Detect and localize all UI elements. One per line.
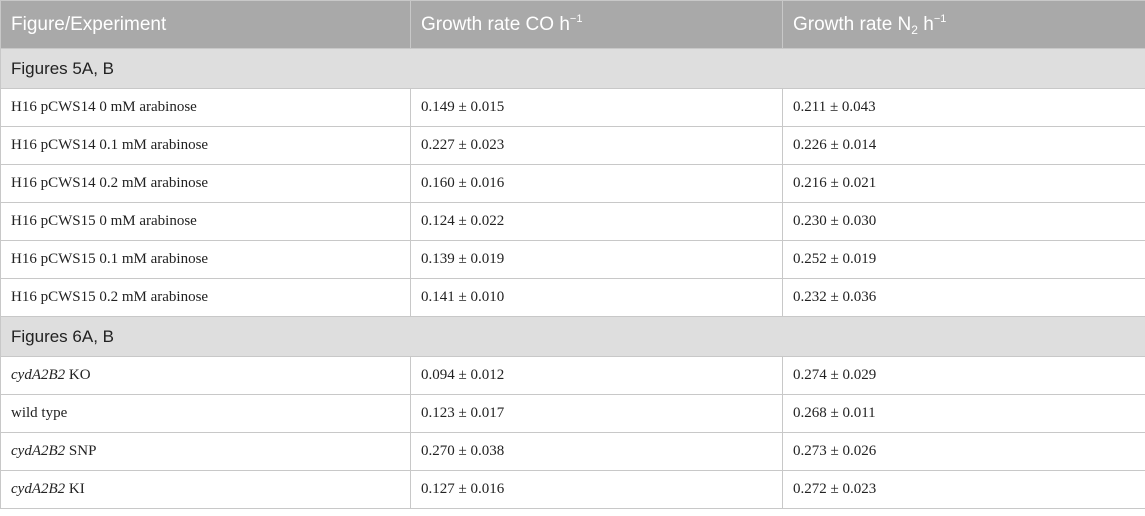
header-growth-rate-n2: Growth rate N2 h−1 xyxy=(782,0,1145,49)
experiment-cell: cydA2B2 SNP xyxy=(0,432,411,471)
co-growth-rate-cell: 0.094 ± 0.012 xyxy=(410,356,783,395)
experiment-cell: H16 pCWS15 0.1 mM arabinose xyxy=(0,240,411,279)
table-row: cydA2B2 KI 0.127 ± 0.016 0.272 ± 0.023 xyxy=(0,470,1145,509)
table-row: H16 pCWS15 0 mM arabinose 0.124 ± 0.022 0.… xyxy=(0,202,1145,241)
experiment-label: SNP xyxy=(65,443,97,459)
table-row: H16 pCWS14 0 mM arabinose 0.149 ± 0.015 0.… xyxy=(0,88,1145,127)
experiment-label: wild type xyxy=(11,405,68,421)
co-growth-rate-cell: 0.139 ± 0.019 xyxy=(410,240,783,279)
n2-growth-rate-cell: 0.232 ± 0.036 xyxy=(782,278,1145,317)
header-figure-experiment: Figure/Experiment xyxy=(0,0,411,49)
n2-growth-rate-cell: 0.211 ± 0.043 xyxy=(782,88,1145,127)
section-row: Figures 6A, B xyxy=(0,316,1145,357)
table-row: H16 pCWS15 0.2 mM arabinose 0.141 ± 0.010… xyxy=(0,278,1145,317)
experiment-label: H16 pCWS14 0.2 mM arabinose xyxy=(11,175,209,191)
table-row: H16 pCWS14 0.2 mM arabinose 0.160 ± 0.016… xyxy=(0,164,1145,203)
experiment-cell: H16 pCWS14 0.2 mM arabinose xyxy=(0,164,411,203)
table-row: H16 pCWS15 0.1 mM arabinose 0.139 ± 0.019… xyxy=(0,240,1145,279)
table-row: cydA2B2 KO 0.094 ± 0.012 0.274 ± 0.029 xyxy=(0,356,1145,395)
experiment-label: H16 pCWS14 0 mM arabinose xyxy=(11,99,197,115)
experiment-cell: H16 pCWS15 0.2 mM arabinose xyxy=(0,278,411,317)
table-row: wild type 0.123 ± 0.017 0.268 ± 0.011 xyxy=(0,394,1145,433)
experiment-label: H16 pCWS15 0 mM arabinose xyxy=(11,213,197,229)
strain-name-italic: cydA2B2 xyxy=(11,367,66,383)
co-growth-rate-cell: 0.127 ± 0.016 xyxy=(410,470,783,509)
experiment-label: H16 pCWS15 0.1 mM arabinose xyxy=(11,251,209,267)
experiment-cell: H16 pCWS14 0 mM arabinose xyxy=(0,88,411,127)
experiment-label: KI xyxy=(65,481,85,497)
co-growth-rate-cell: 0.123 ± 0.017 xyxy=(410,394,783,433)
experiment-cell: H16 pCWS15 0 mM arabinose xyxy=(0,202,411,241)
header-row: Figure/Experiment Growth rate CO h−1 Gro… xyxy=(0,0,1145,49)
co-growth-rate-cell: 0.270 ± 0.038 xyxy=(410,432,783,471)
section-row: Figures 5A, B xyxy=(0,48,1145,89)
experiment-label: H16 pCWS14 0.1 mM arabinose xyxy=(11,137,209,153)
n2-growth-rate-cell: 0.272 ± 0.023 xyxy=(782,470,1145,509)
experiment-cell: cydA2B2 KO xyxy=(0,356,411,395)
header-growth-rate-co: Growth rate CO h−1 xyxy=(410,0,783,49)
strain-name-italic: cydA2B2 xyxy=(11,443,66,459)
experiment-cell: H16 pCWS14 0.1 mM arabinose xyxy=(0,126,411,165)
table-body: Figures 5A, B H16 pCWS14 0 mM arabinose 0.… xyxy=(0,48,1145,509)
co-growth-rate-cell: 0.149 ± 0.015 xyxy=(410,88,783,127)
n2-growth-rate-cell: 0.268 ± 0.011 xyxy=(782,394,1145,433)
n2-growth-rate-cell: 0.216 ± 0.021 xyxy=(782,164,1145,203)
strain-name-italic: cydA2B2 xyxy=(11,481,66,497)
section-title: Figures 6A, B xyxy=(0,316,1145,357)
co-growth-rate-cell: 0.160 ± 0.016 xyxy=(410,164,783,203)
table-row: H16 pCWS14 0.1 mM arabinose 0.227 ± 0.023… xyxy=(0,126,1145,165)
n2-growth-rate-cell: 0.274 ± 0.029 xyxy=(782,356,1145,395)
n2-growth-rate-cell: 0.226 ± 0.014 xyxy=(782,126,1145,165)
section-title: Figures 5A, B xyxy=(0,48,1145,89)
co-growth-rate-cell: 0.124 ± 0.022 xyxy=(410,202,783,241)
n2-growth-rate-cell: 0.273 ± 0.026 xyxy=(782,432,1145,471)
co-growth-rate-cell: 0.227 ± 0.023 xyxy=(410,126,783,165)
table-row: cydA2B2 SNP 0.270 ± 0.038 0.273 ± 0.026 xyxy=(0,432,1145,471)
experiment-cell: cydA2B2 KI xyxy=(0,470,411,509)
n2-growth-rate-cell: 0.252 ± 0.019 xyxy=(782,240,1145,279)
experiment-cell: wild type xyxy=(0,394,411,433)
experiment-label: H16 pCWS15 0.2 mM arabinose xyxy=(11,289,209,305)
n2-growth-rate-cell: 0.230 ± 0.030 xyxy=(782,202,1145,241)
co-growth-rate-cell: 0.141 ± 0.010 xyxy=(410,278,783,317)
experiment-label: KO xyxy=(65,367,91,383)
